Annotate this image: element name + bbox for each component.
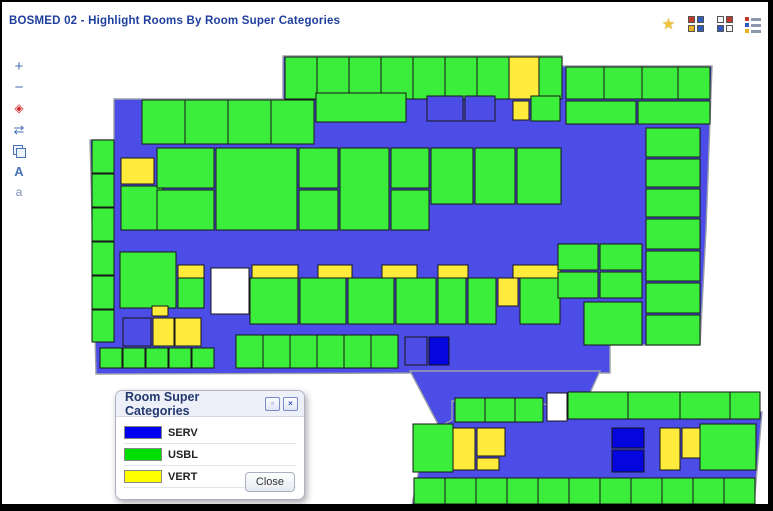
legend-panel-header[interactable]: Room Super Categories ▫ × [116,390,304,418]
zoom-in-icon[interactable]: + [14,58,24,75]
page-title: BOSMED 02 - Highlight Rooms By Room Supe… [9,15,341,27]
color-grid-icon[interactable] [687,15,706,34]
minimize-icon[interactable]: ▫ [265,396,280,411]
legend-item-vert: VERT [124,466,296,488]
vert-swatch [124,470,162,483]
top-toolbar: ★ [660,15,762,34]
legend-item-label: VERT [168,470,198,483]
legend-item-label: USBL [168,448,198,461]
serv-swatch [124,426,162,439]
label-small-icon[interactable]: a [15,185,23,199]
label-large-icon[interactable]: A [14,164,24,179]
rooms-layer[interactable] [91,56,761,504]
legend-item-serv: SERV [124,422,296,444]
swap-view-icon[interactable]: ⇄ [13,122,25,137]
locate-icon[interactable]: ◈ [14,101,24,115]
app-window: BOSMED 02 - Highlight Rooms By Room Supe… [2,2,768,504]
close-icon[interactable]: × [283,396,298,411]
usbl-swatch [124,448,162,461]
zoom-out-icon[interactable]: − [14,79,24,96]
close-button[interactable]: Close [244,472,295,492]
color-grid-outline-icon[interactable] [716,15,735,34]
legend-body: SERV USBL VERT [116,417,304,488]
legend-item-label: SERV [168,426,198,439]
legend-panel: Room Super Categories ▫ × SERV USBL VERT… [115,390,305,500]
highlight-star-icon[interactable]: ★ [661,16,676,33]
legend-list-icon[interactable] [745,15,762,34]
title-bar: BOSMED 02 - Highlight Rooms By Room Supe… [2,2,768,42]
floorplan-canvas[interactable] [2,2,768,504]
legend-item-usbl: USBL [124,444,296,466]
legend-title: Room Super Categories [125,390,200,418]
map-toolbar: + − ◈ ⇄ A a [6,58,32,201]
copy-layers-icon[interactable] [9,142,29,159]
